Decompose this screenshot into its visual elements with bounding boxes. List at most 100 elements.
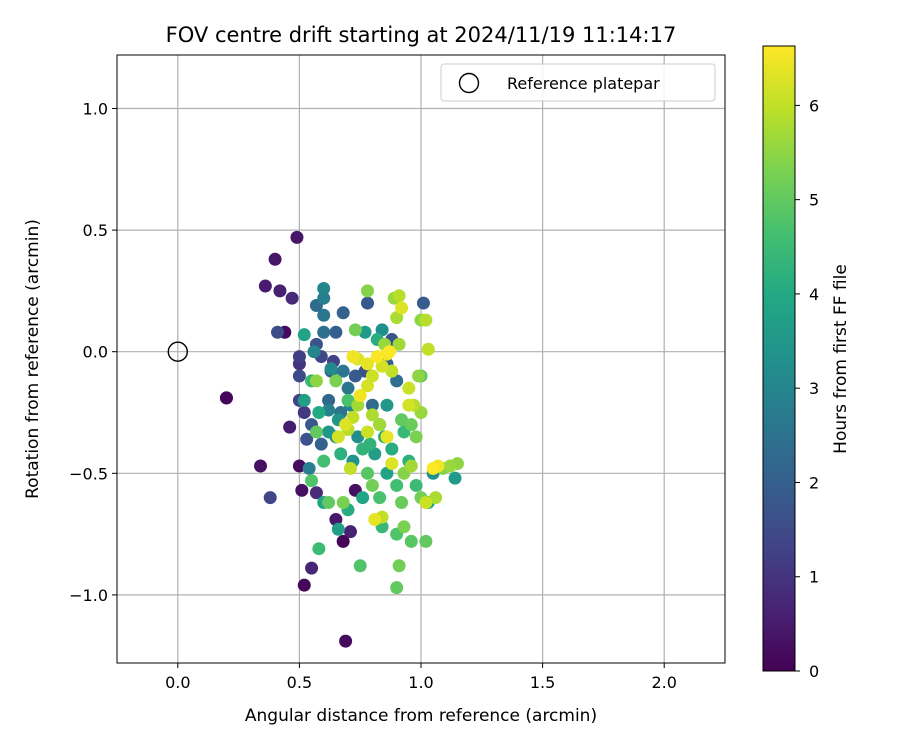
data-point [317,291,331,305]
data-point [426,461,440,475]
data-point [380,430,394,444]
data-point [421,342,435,356]
data-point [409,430,423,444]
data-point [353,388,367,402]
legend-marker [458,72,480,94]
data-point [397,520,411,534]
data-point [331,430,345,444]
data-point [297,578,311,592]
data-point [285,291,299,305]
data-point [343,525,357,539]
data-point [360,296,374,310]
data-point [300,432,314,446]
data-point [429,491,443,505]
data-point [302,461,316,475]
data-point [305,561,319,575]
data-point [336,364,350,378]
data-point [404,418,418,432]
data-point [263,491,277,505]
colorbar-label: Hours from first FF file [831,264,851,454]
data-point [297,328,311,342]
x-tick-label: 0.0 [165,673,190,692]
data-point [368,513,382,527]
data-point [382,345,396,359]
data-point [375,323,389,337]
data-point [292,369,306,383]
data-point [358,325,372,339]
data-point [322,393,336,407]
data-point [360,379,374,393]
data-point [341,381,355,395]
data-point [392,289,406,303]
x-axis-label: Angular distance from reference (arcmin) [245,706,597,726]
data-point [290,230,304,244]
data-point [390,478,404,492]
data-point [297,406,311,420]
data-point [385,364,399,378]
colorbar-gradient [762,45,796,672]
x-tick-label: 1.5 [530,673,555,692]
data-point [305,474,319,488]
colorbar: 0 1 2 3 4 5 6 Hours from first FF file [762,45,851,681]
colorbar-tick-label: 6 [809,96,819,115]
data-point [268,252,282,266]
data-point [404,534,418,548]
x-tick-label: 2.0 [651,673,676,692]
data-point [395,495,409,509]
colorbar-tick-label: 5 [809,191,819,210]
y-axis-label: Rotation from reference (arcmin) [23,219,43,499]
data-point [324,362,338,376]
data-point [341,393,355,407]
data-point [297,393,311,407]
data-point [295,483,309,497]
data-point [360,425,374,439]
data-point [390,311,404,325]
data-point [404,459,418,473]
data-point [329,325,343,339]
data-point [448,471,462,485]
data-point [219,391,233,405]
legend-box [440,63,716,102]
colorbar-tick-label: 4 [809,285,819,304]
data-point [363,437,377,451]
x-tick-label: 0.5 [287,673,312,692]
data-point [258,279,272,293]
data-point [292,350,306,364]
data-point [336,534,350,548]
data-point [336,306,350,320]
data-point [309,374,323,388]
y-tick-label: −1.0 [69,586,108,605]
data-point [322,495,336,509]
data-point [365,408,379,422]
data-point [365,398,379,412]
data-point [360,284,374,298]
data-point [273,284,287,298]
data-point [348,323,362,337]
data-point [309,425,323,439]
data-point [409,478,423,492]
data-point [317,325,331,339]
data-point [443,459,457,473]
data-point [385,442,399,456]
data-point [395,301,409,315]
data-point [395,413,409,427]
data-point [283,420,297,434]
data-point [351,398,365,412]
data-point [348,369,362,383]
data-point [353,559,367,573]
data-point [317,281,331,295]
colorbar-tick-label: 2 [809,473,819,492]
data-point [292,459,306,473]
data-point [412,369,426,383]
data-point [343,461,357,475]
data-point [392,337,406,351]
data-point [375,359,389,373]
data-point [402,381,416,395]
data-point [373,418,387,432]
data-point [380,466,394,480]
data-point [351,430,365,444]
data-point [419,495,433,509]
colorbar-tick-label: 1 [809,568,819,587]
